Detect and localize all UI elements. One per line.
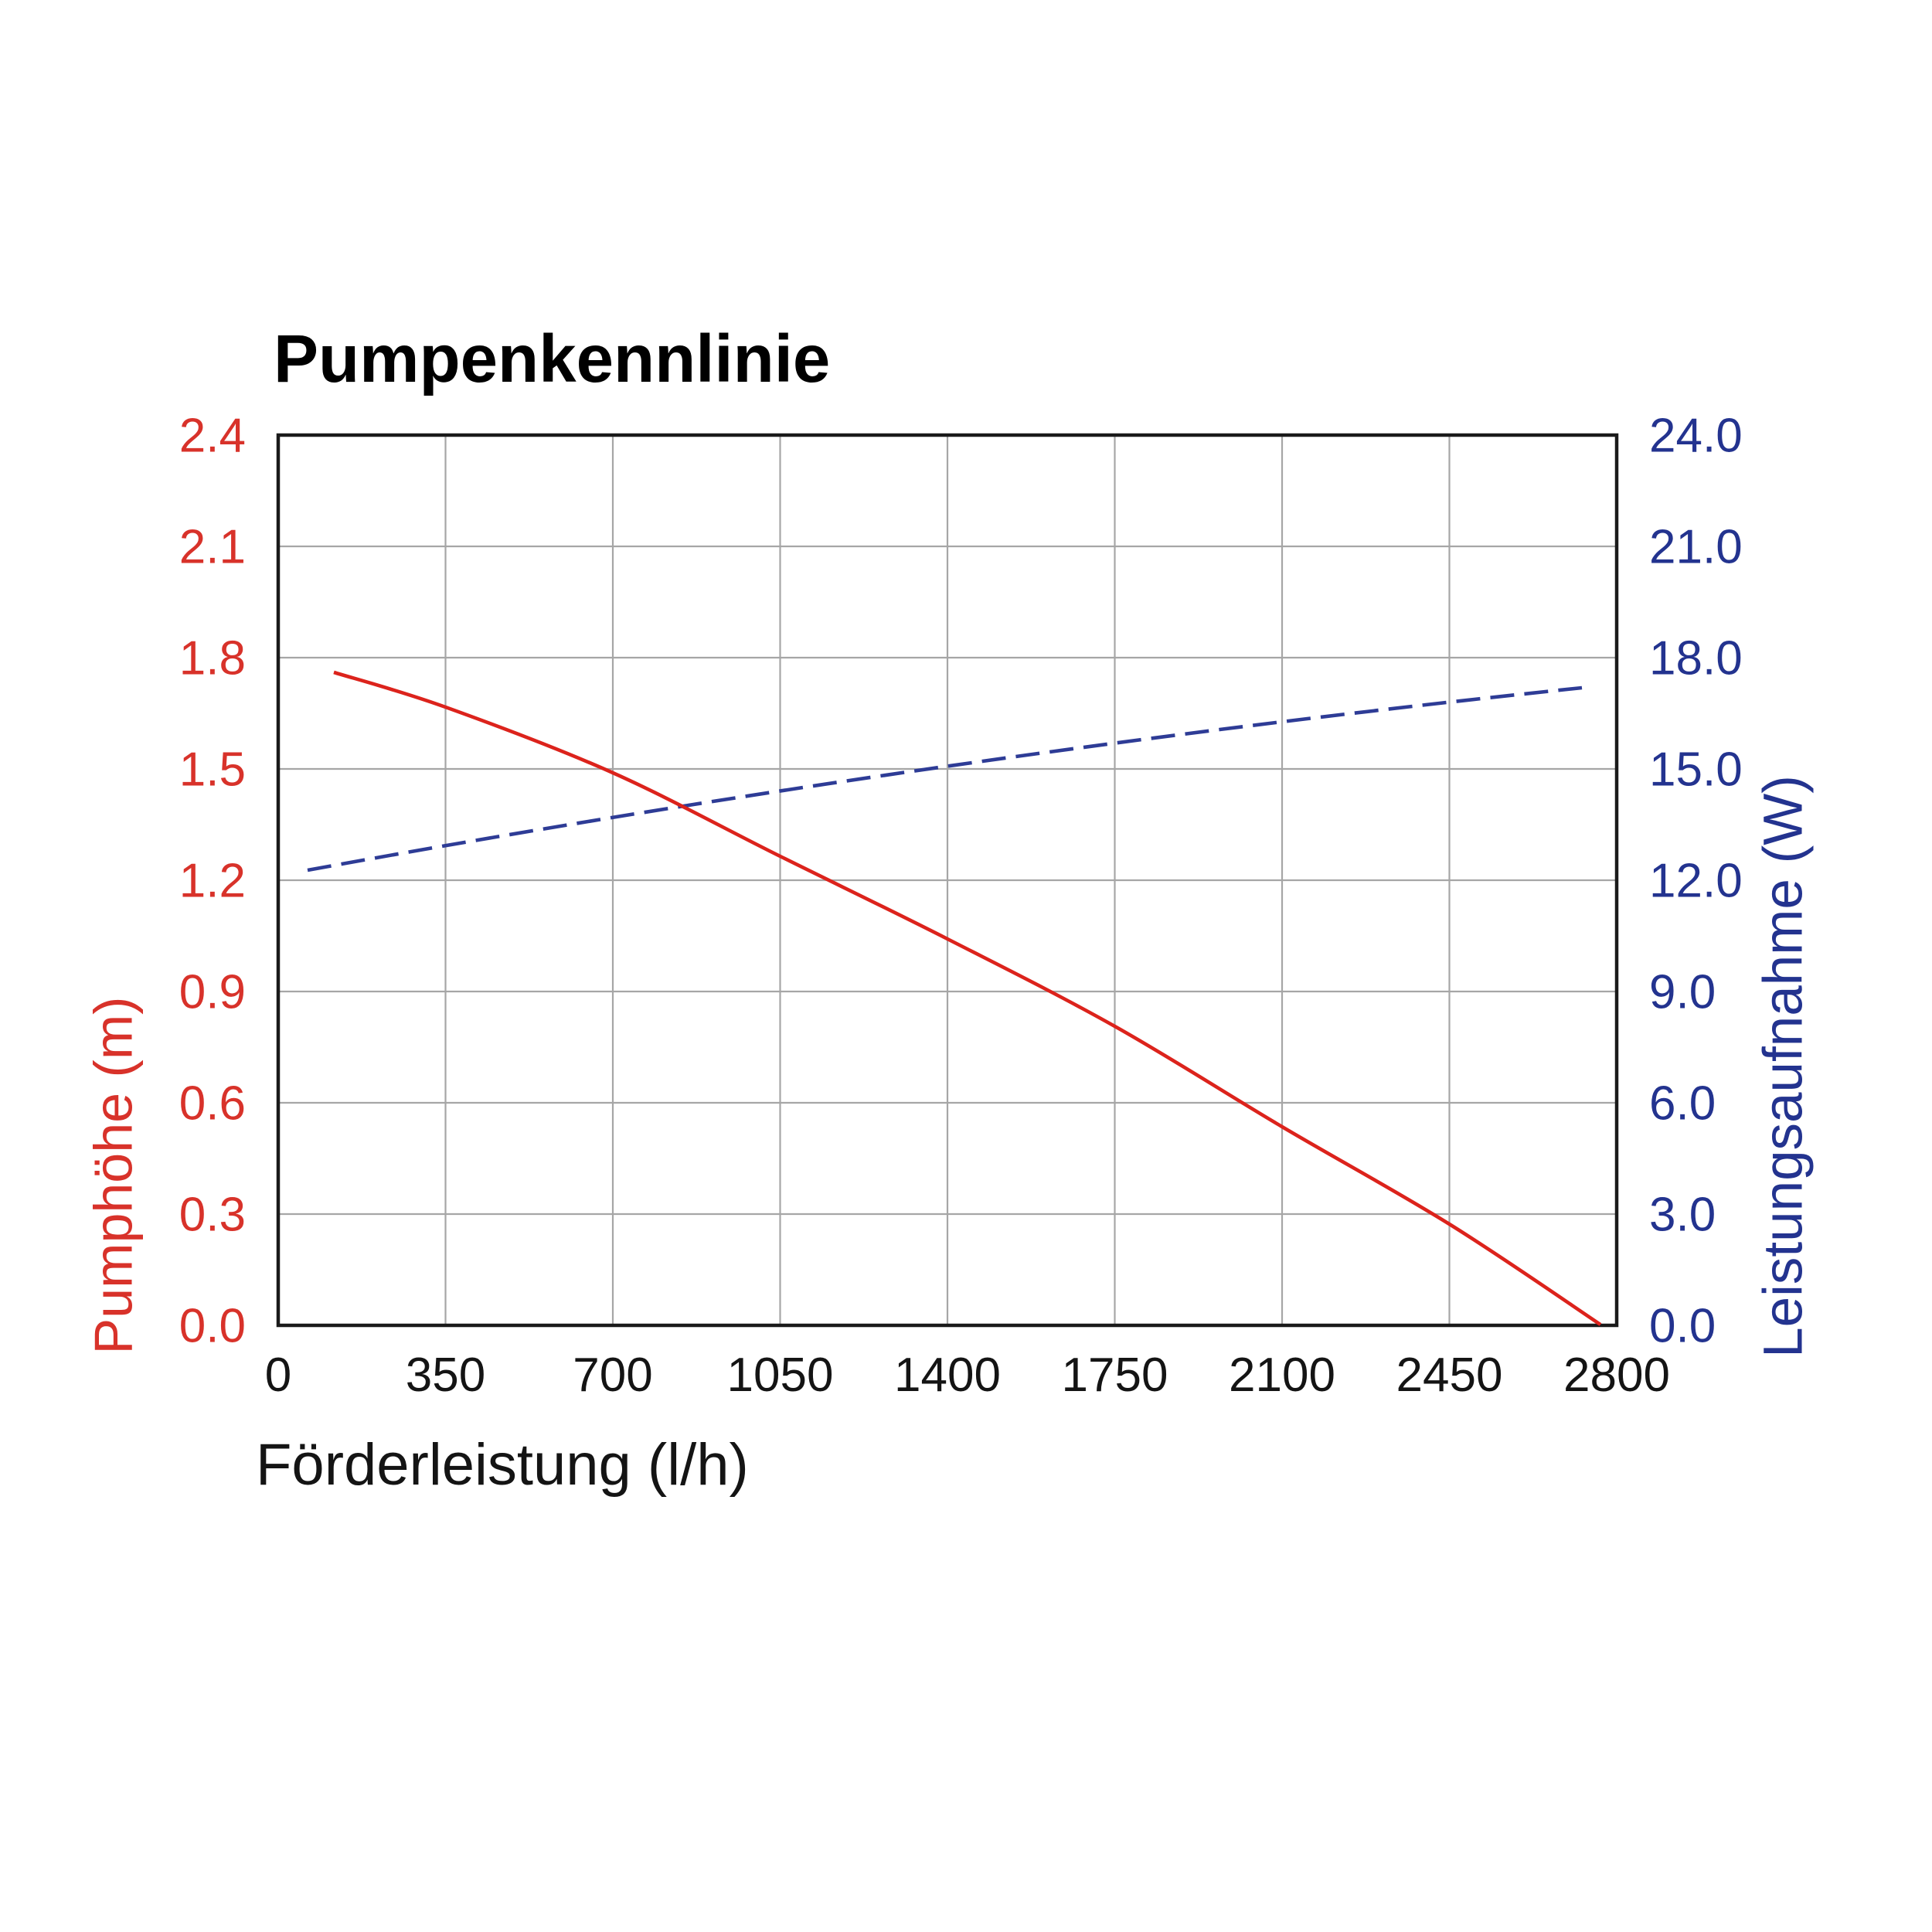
svg-text:700: 700: [573, 1349, 652, 1402]
svg-text:0.0: 0.0: [1649, 1300, 1716, 1353]
svg-text:0.9: 0.9: [179, 966, 246, 1019]
svg-text:2800: 2800: [1563, 1349, 1670, 1402]
svg-text:1.5: 1.5: [179, 743, 246, 797]
svg-text:2.1: 2.1: [179, 521, 246, 574]
svg-text:0.3: 0.3: [179, 1189, 246, 1242]
svg-text:1.8: 1.8: [179, 632, 246, 685]
svg-text:18.0: 18.0: [1649, 632, 1743, 685]
svg-text:6.0: 6.0: [1649, 1077, 1716, 1131]
svg-text:12.0: 12.0: [1649, 855, 1743, 908]
svg-text:0.0: 0.0: [179, 1300, 246, 1353]
svg-text:350: 350: [406, 1349, 485, 1402]
svg-text:1050: 1050: [727, 1349, 834, 1402]
svg-text:2100: 2100: [1229, 1349, 1335, 1402]
svg-text:3.0: 3.0: [1649, 1189, 1716, 1242]
svg-text:Pumphöhe (m): Pumphöhe (m): [83, 997, 144, 1355]
svg-text:1400: 1400: [894, 1349, 1001, 1402]
svg-text:15.0: 15.0: [1649, 743, 1743, 797]
svg-text:24.0: 24.0: [1649, 410, 1743, 463]
svg-text:0.6: 0.6: [179, 1077, 246, 1131]
svg-text:9.0: 9.0: [1649, 966, 1716, 1019]
svg-text:2450: 2450: [1396, 1349, 1503, 1402]
svg-text:Pumpenkennlinie: Pumpenkennlinie: [274, 321, 830, 396]
svg-text:1750: 1750: [1062, 1349, 1168, 1402]
svg-text:21.0: 21.0: [1649, 521, 1743, 574]
svg-text:Leistungsaufnahme (W): Leistungsaufnahme (W): [1753, 775, 1815, 1358]
svg-text:1.2: 1.2: [179, 855, 246, 908]
svg-text:2.4: 2.4: [179, 410, 246, 463]
svg-text:0: 0: [265, 1349, 291, 1402]
svg-text:Förderleistung (l/h): Förderleistung (l/h): [256, 1432, 749, 1498]
